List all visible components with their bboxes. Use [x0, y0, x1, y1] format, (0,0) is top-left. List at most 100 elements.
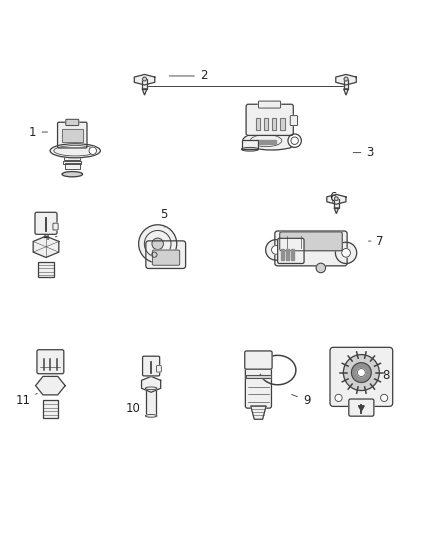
Bar — [64, 161, 81, 164]
Circle shape — [152, 252, 157, 257]
Circle shape — [342, 248, 350, 257]
FancyBboxPatch shape — [280, 232, 342, 251]
Circle shape — [143, 77, 146, 81]
Bar — [264, 118, 268, 130]
Ellipse shape — [50, 144, 100, 158]
Circle shape — [344, 77, 348, 81]
Circle shape — [288, 134, 301, 148]
Bar — [42, 400, 58, 417]
Circle shape — [316, 263, 325, 273]
Bar — [344, 79, 348, 89]
FancyBboxPatch shape — [330, 348, 393, 407]
Text: 3: 3 — [353, 146, 374, 159]
Polygon shape — [33, 236, 59, 257]
Bar — [264, 118, 268, 130]
Bar — [280, 118, 285, 130]
Circle shape — [343, 354, 379, 391]
Circle shape — [152, 238, 163, 249]
Text: 1: 1 — [29, 126, 48, 139]
Polygon shape — [142, 89, 147, 95]
FancyBboxPatch shape — [258, 101, 281, 108]
Bar — [146, 388, 156, 416]
Text: 5: 5 — [161, 208, 168, 227]
Bar — [64, 161, 81, 164]
FancyBboxPatch shape — [66, 119, 79, 126]
Polygon shape — [251, 406, 266, 419]
Ellipse shape — [145, 387, 157, 390]
Polygon shape — [327, 195, 346, 204]
Bar — [246, 375, 271, 378]
Bar — [38, 262, 54, 277]
FancyBboxPatch shape — [349, 399, 374, 416]
Circle shape — [265, 240, 286, 260]
Bar — [65, 163, 80, 168]
FancyBboxPatch shape — [142, 356, 159, 376]
Polygon shape — [344, 89, 348, 95]
FancyBboxPatch shape — [53, 223, 58, 230]
Bar — [334, 199, 339, 208]
Circle shape — [89, 147, 96, 155]
FancyBboxPatch shape — [35, 212, 57, 235]
Text: 9: 9 — [292, 393, 311, 407]
FancyBboxPatch shape — [278, 238, 304, 263]
Bar — [142, 79, 147, 89]
Bar — [281, 249, 284, 260]
Bar — [63, 151, 81, 154]
Text: 8: 8 — [378, 369, 389, 382]
FancyBboxPatch shape — [146, 241, 186, 269]
Bar — [272, 118, 276, 130]
Ellipse shape — [243, 131, 300, 150]
Polygon shape — [358, 406, 364, 411]
Ellipse shape — [145, 415, 157, 417]
Circle shape — [272, 246, 280, 254]
Bar — [280, 118, 285, 130]
Bar — [291, 249, 294, 260]
Bar — [286, 249, 289, 260]
Bar — [146, 388, 156, 416]
Circle shape — [336, 242, 357, 263]
Bar — [334, 199, 339, 208]
Circle shape — [335, 394, 342, 401]
Bar — [64, 153, 81, 160]
Bar — [142, 79, 147, 89]
Bar — [256, 140, 276, 144]
Text: 2: 2 — [169, 69, 208, 83]
FancyBboxPatch shape — [246, 104, 293, 135]
FancyBboxPatch shape — [290, 116, 297, 126]
FancyBboxPatch shape — [37, 350, 64, 374]
Text: 10: 10 — [126, 401, 146, 415]
FancyBboxPatch shape — [152, 250, 180, 265]
Polygon shape — [336, 75, 356, 85]
FancyBboxPatch shape — [57, 122, 87, 148]
Bar — [38, 262, 54, 277]
Text: 7: 7 — [368, 235, 384, 248]
Ellipse shape — [241, 148, 258, 151]
Text: 11: 11 — [15, 393, 37, 407]
Bar — [242, 140, 258, 149]
Bar — [246, 375, 271, 378]
Bar — [65, 163, 80, 168]
Bar — [64, 153, 81, 160]
Bar — [62, 129, 83, 142]
Text: 6: 6 — [329, 191, 337, 204]
Polygon shape — [35, 376, 65, 395]
Bar — [344, 79, 348, 89]
Bar — [255, 118, 260, 130]
Polygon shape — [334, 208, 339, 214]
FancyBboxPatch shape — [275, 231, 347, 266]
Bar — [242, 140, 258, 149]
Bar — [42, 400, 58, 417]
Ellipse shape — [62, 172, 82, 177]
FancyBboxPatch shape — [245, 351, 272, 369]
Circle shape — [351, 362, 371, 383]
Text: 4: 4 — [42, 230, 57, 243]
Circle shape — [357, 369, 365, 376]
Polygon shape — [134, 75, 155, 85]
Circle shape — [381, 394, 388, 401]
Bar — [63, 151, 81, 154]
Bar — [272, 118, 276, 130]
FancyBboxPatch shape — [245, 365, 272, 408]
Circle shape — [138, 225, 177, 263]
Bar — [255, 118, 260, 130]
Polygon shape — [141, 376, 161, 392]
